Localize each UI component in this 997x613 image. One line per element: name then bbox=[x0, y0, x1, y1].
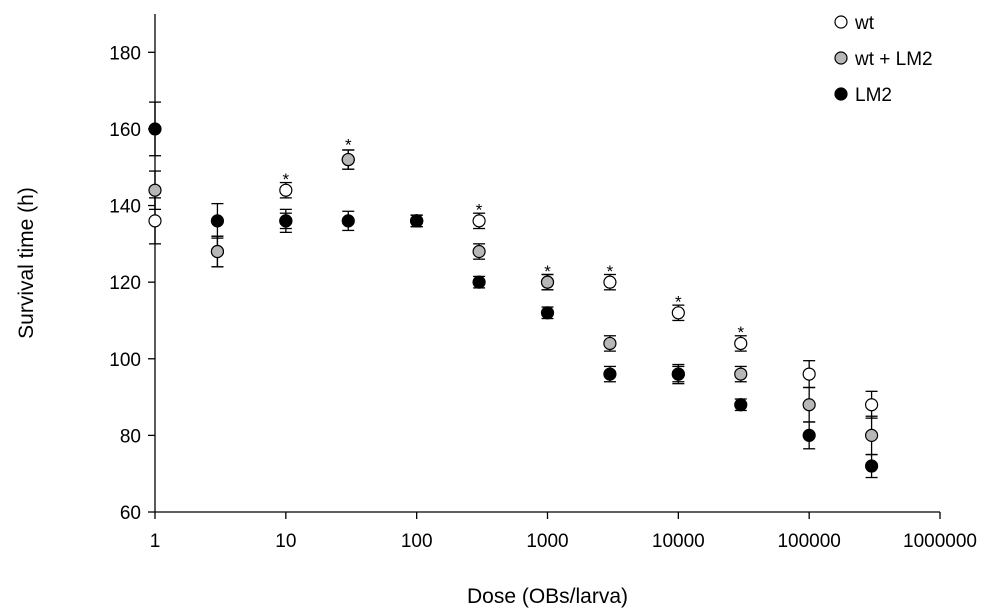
data-point bbox=[734, 367, 748, 381]
data-point bbox=[472, 275, 486, 289]
data-point bbox=[603, 367, 617, 381]
y-tick-label: 180 bbox=[109, 43, 141, 64]
data-point bbox=[671, 367, 685, 381]
data-point bbox=[734, 336, 748, 351]
data-point bbox=[802, 428, 816, 442]
x-tick-label: 10 bbox=[275, 531, 296, 552]
y-axis-title: Survival time (h) bbox=[15, 187, 38, 339]
series-lm2 bbox=[149, 101, 878, 479]
legend-marker bbox=[834, 15, 848, 29]
data-point bbox=[864, 459, 879, 473]
data-point bbox=[540, 306, 555, 320]
legend-label: wt bbox=[854, 13, 875, 34]
data-point bbox=[341, 214, 355, 228]
significance-marker: * bbox=[476, 201, 483, 220]
data-point bbox=[540, 275, 555, 289]
significance-marker: * bbox=[607, 262, 614, 281]
data-point bbox=[148, 122, 162, 136]
legend: wt wt + LM2 LM2 bbox=[834, 13, 933, 106]
markers-wt-lm2 bbox=[148, 152, 879, 442]
x-tick-label: 10000 bbox=[652, 531, 705, 552]
x-tick-label: 100 bbox=[401, 531, 433, 552]
data-point bbox=[734, 398, 748, 412]
legend-label: wt + LM2 bbox=[854, 49, 933, 70]
data-point bbox=[864, 398, 879, 412]
data-point bbox=[603, 275, 617, 289]
y-tick-label: 140 bbox=[109, 197, 141, 218]
legend-label: LM2 bbox=[855, 85, 892, 106]
x-tick-label: 100000 bbox=[777, 531, 840, 552]
data-point bbox=[802, 367, 816, 381]
data-point bbox=[864, 428, 879, 442]
markers-lm2 bbox=[148, 122, 879, 473]
annotation-layer: * * * * * * * bbox=[283, 135, 745, 342]
significance-marker: * bbox=[544, 262, 551, 281]
data-point bbox=[148, 183, 162, 197]
series-wt bbox=[149, 149, 878, 419]
x-tick-label: 1000 bbox=[526, 531, 568, 552]
x-tick-label: 1000000 bbox=[903, 531, 977, 552]
data-point bbox=[802, 398, 816, 412]
y-ticks: 60 80 100 120 140 160 180 bbox=[109, 43, 155, 524]
significance-marker: * bbox=[737, 323, 744, 342]
significance-marker: * bbox=[675, 292, 682, 311]
data-point bbox=[472, 214, 486, 228]
data-point bbox=[210, 214, 225, 228]
data-point bbox=[148, 214, 162, 228]
data-point bbox=[341, 152, 355, 167]
data-point bbox=[279, 183, 293, 197]
data-point bbox=[671, 306, 685, 320]
x-axis-title: Dose (OBs/larva) bbox=[467, 585, 628, 608]
y-tick-label: 80 bbox=[120, 426, 141, 447]
y-tick-label: 120 bbox=[109, 273, 141, 294]
legend-marker bbox=[834, 87, 848, 101]
x-tick-label: 1 bbox=[150, 531, 161, 552]
significance-marker: * bbox=[283, 170, 290, 189]
data-point bbox=[603, 336, 617, 351]
y-tick-label: 160 bbox=[109, 120, 141, 141]
series-wt-lm2 bbox=[149, 149, 878, 456]
data-point bbox=[472, 244, 486, 259]
markers-wt bbox=[148, 152, 879, 412]
data-point bbox=[279, 214, 293, 228]
legend-marker bbox=[834, 51, 848, 65]
series-layer bbox=[148, 101, 879, 479]
x-ticks: 1 10 100 1000 10000 100000 1000000 bbox=[150, 512, 977, 552]
significance-marker: * bbox=[345, 135, 352, 154]
y-tick-label: 100 bbox=[109, 350, 141, 371]
y-tick-label: 60 bbox=[120, 503, 141, 524]
data-point bbox=[210, 244, 225, 259]
data-point bbox=[410, 214, 424, 228]
